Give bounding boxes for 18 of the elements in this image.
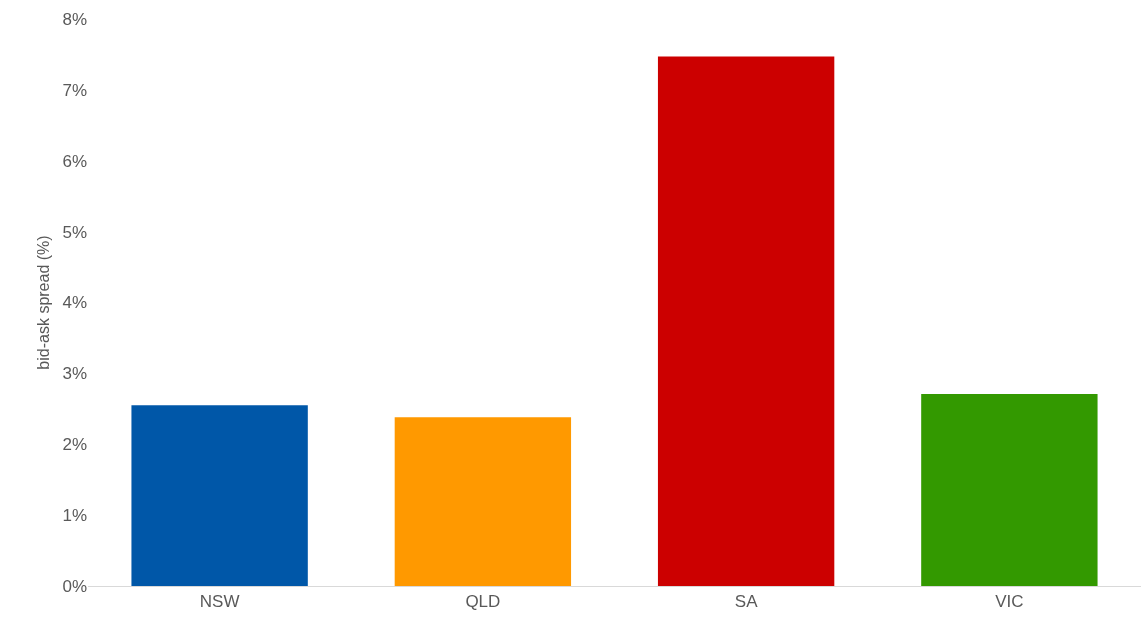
- y-tick-label: 3%: [62, 364, 87, 384]
- x-tick-label: SA: [734, 592, 759, 612]
- bar: [394, 417, 572, 586]
- bar: [657, 56, 835, 586]
- y-tick-label: 4%: [62, 293, 87, 313]
- bar: [131, 405, 308, 586]
- y-tick-label: 1%: [62, 506, 87, 526]
- y-tick-label: 0%: [62, 576, 87, 596]
- bar: [921, 393, 1098, 586]
- y-tick-label: 8%: [62, 9, 87, 29]
- x-tick-label: VIC: [995, 592, 1024, 612]
- y-tick-label: 5%: [62, 222, 87, 242]
- y-tick-label: 6%: [62, 151, 87, 171]
- x-tick-label: NSW: [199, 592, 240, 612]
- y-tick-label: 2%: [62, 435, 87, 455]
- y-axis-title: bid-ask spread (%): [35, 235, 53, 370]
- x-tick-label: QLD: [465, 592, 501, 612]
- y-tick-label: 7%: [62, 80, 87, 100]
